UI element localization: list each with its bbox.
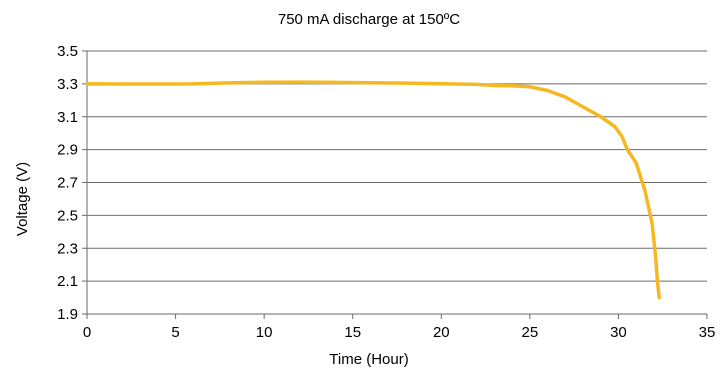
y-tick-label: 2.7 [57,175,78,192]
y-tick-label: 2.1 [57,273,78,290]
x-axis-label: Time (Hour) [329,351,408,368]
x-tick-label: 25 [522,324,539,341]
x-tick-label: 35 [699,324,716,341]
y-tick-label: 2.5 [57,207,78,224]
x-axis-ticks: 0 5 10 15 20 25 30 35 [83,314,716,341]
x-tick-label: 0 [83,324,91,341]
grid-lines [87,50,707,315]
x-tick-label: 10 [256,324,273,341]
series-group [85,80,661,300]
y-axis-label: Voltage (V) [14,162,31,236]
y-tick-label: 3.1 [57,109,78,126]
series-line [85,80,661,300]
y-tick-label: 2.9 [57,142,78,159]
y-tick-label: 3.3 [57,76,78,93]
y-tick-label: 2.3 [57,240,78,257]
chart-title: 750 mA discharge at 150ºC [278,11,460,28]
x-tick-label: 30 [610,324,627,341]
y-tick-label: 1.9 [57,306,78,323]
x-tick-label: 5 [171,324,179,341]
x-tick-label: 15 [344,324,361,341]
y-tick-label: 3.5 [57,43,78,60]
y-axis-ticks: 3.5 3.3 3.1 2.9 2.7 2.5 2.3 2.1 1.9 [57,43,87,323]
x-tick-label: 20 [433,324,450,341]
